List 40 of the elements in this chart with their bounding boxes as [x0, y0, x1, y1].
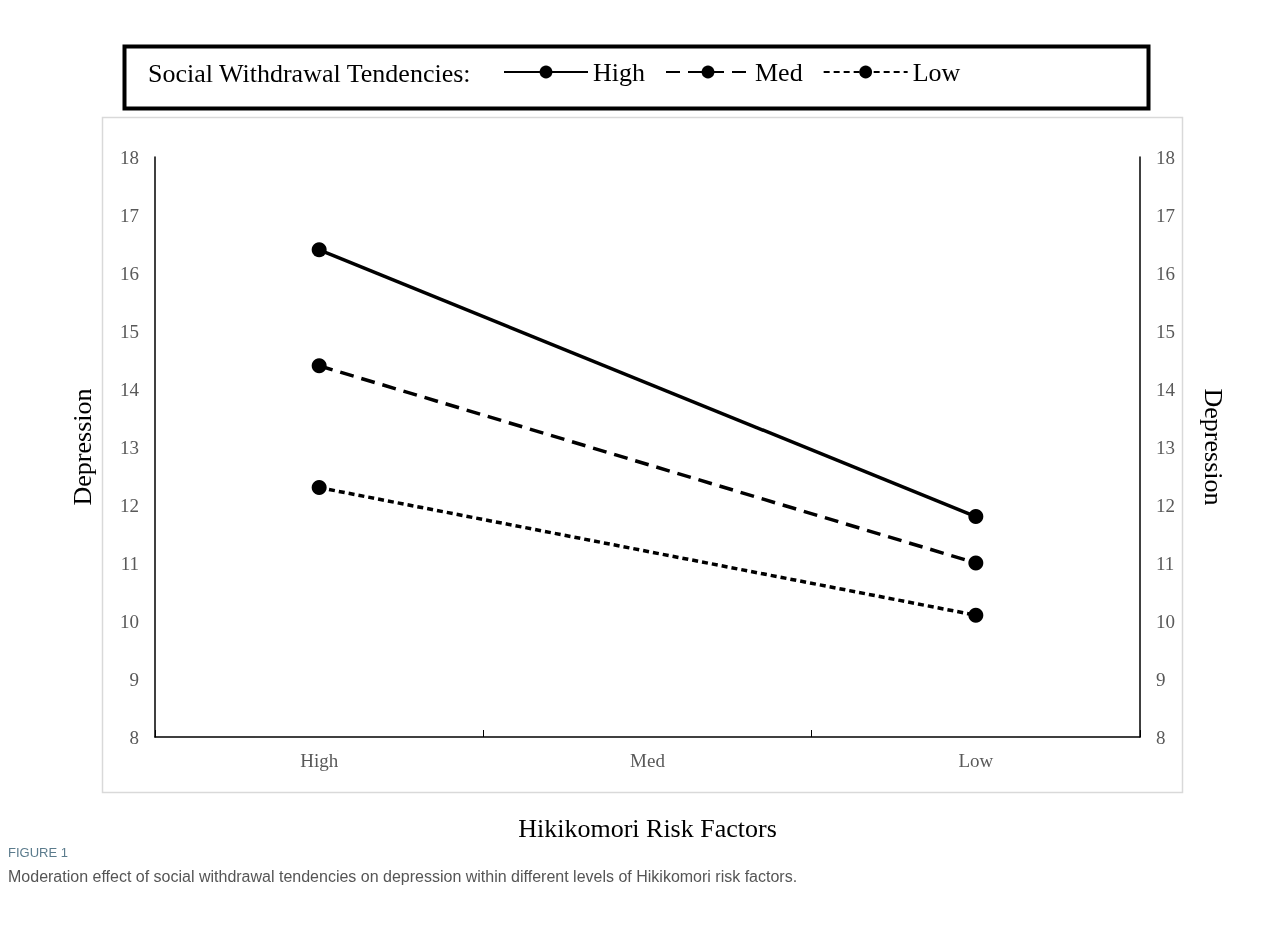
y-tick-label: 17	[120, 204, 139, 226]
point	[968, 555, 984, 571]
y2-tick-label: 13	[1156, 436, 1175, 458]
x-axis-title: Hikikomori Risk Factors	[518, 813, 777, 843]
y-tick-label: 12	[120, 494, 139, 516]
y-tick-label: 14	[120, 378, 140, 400]
text: Moderation effect of social withdrawal tendencies on depression within different levels of Hikikomori risk factors.	[8, 867, 798, 885]
y-tick-label: 8	[129, 726, 139, 748]
legend-label: High	[593, 57, 645, 87]
x-tick-label: Low	[958, 750, 994, 771]
y-tick-label: 11	[120, 552, 139, 574]
y-tick-label: 15	[120, 320, 139, 342]
y2-tick-label: 11	[1156, 552, 1175, 574]
legend-label: Low	[912, 57, 961, 87]
y-tick-label: 10	[120, 610, 139, 632]
y2-tick-label: 18	[1156, 146, 1175, 168]
point	[968, 607, 984, 623]
y2-tick-label: 9	[1156, 668, 1166, 690]
y2-tick-label: 8	[1156, 726, 1166, 748]
y2-tick-label: 15	[1156, 320, 1175, 342]
point	[311, 480, 327, 496]
legend-title: Social Withdrawal Tendencies:	[148, 58, 471, 88]
legend-label: Med	[755, 57, 803, 87]
y-tick-label: 18	[120, 146, 139, 168]
y2-tick-label: 14	[1156, 378, 1176, 400]
y-tick-label: 13	[120, 436, 139, 458]
y-tick-label: 9	[129, 668, 139, 690]
caption: FIGURE 1	[8, 845, 68, 860]
y2-axis-title: Depression	[1198, 388, 1228, 506]
y-tick-label: 16	[120, 262, 139, 284]
x-tick-label: Med	[630, 750, 666, 771]
point	[311, 358, 327, 374]
y2-tick-label: 16	[1156, 262, 1175, 284]
y2-tick-label: 12	[1156, 494, 1175, 516]
x-tick-label: High	[300, 750, 339, 771]
point	[968, 509, 984, 525]
y-axis-title: Depression	[67, 388, 97, 506]
y2-tick-label: 17	[1156, 204, 1175, 226]
y2-tick-label: 10	[1156, 610, 1175, 632]
point	[311, 242, 327, 258]
